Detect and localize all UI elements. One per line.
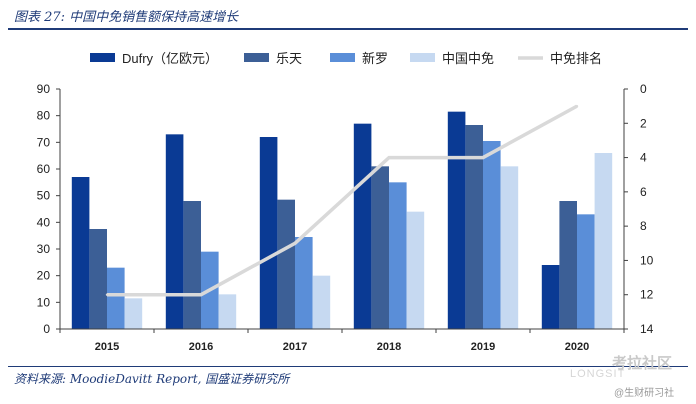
rank-point-2019 <box>481 156 485 159</box>
x-tick-label: 2016 <box>189 341 213 353</box>
left-tick-label: 10 <box>37 295 51 309</box>
rank-line-layer <box>105 104 579 297</box>
bar-series-2019 <box>465 125 483 329</box>
bar-series-2017 <box>277 199 295 329</box>
right-tick-label: 6 <box>640 185 647 199</box>
bar-series-2019 <box>483 141 501 329</box>
bar-series-2017 <box>295 237 313 329</box>
legend-swatch <box>410 53 435 62</box>
watermark-en: LONGSIT <box>570 368 626 380</box>
rank-line <box>107 104 578 297</box>
bar-series-2018 <box>371 166 389 329</box>
bar-dufry-2016 <box>165 134 184 329</box>
watermark-sub: @生财研习社 <box>614 388 675 399</box>
rank-point-2015 <box>105 293 109 296</box>
bottom-rule <box>8 366 688 367</box>
legend-label: Dufry（亿欧元） <box>122 51 218 66</box>
rank-point-2017 <box>293 242 297 245</box>
legend-label: 新罗 <box>362 51 388 66</box>
right-tick-label: 12 <box>640 288 654 302</box>
rank-point-2020 <box>575 104 579 108</box>
legend-swatch <box>244 53 269 62</box>
right-tick-label: 0 <box>640 82 647 96</box>
bar-series-2015 <box>89 229 107 329</box>
bar-dufry-2020 <box>541 265 560 329</box>
left-tick-label: 30 <box>37 242 51 256</box>
figure-title: 图表 27: 中国中免销售额保持高速增长 <box>14 10 239 25</box>
bars <box>71 111 613 330</box>
legend-label: 中免排名 <box>550 51 602 66</box>
legend-item: 乐天 <box>244 51 302 66</box>
x-tick-label: 2017 <box>283 341 307 353</box>
legend-swatch <box>330 53 355 62</box>
bar-series-2018 <box>389 182 407 329</box>
right-tick-label: 10 <box>640 253 654 267</box>
right-tick-label: 14 <box>640 322 654 336</box>
rank-point-2018 <box>387 156 391 159</box>
right-y-axis: 0 2 4 6 8 10 12 14 <box>623 82 654 336</box>
left-tick-label: 0 <box>43 322 50 336</box>
legend-item: 中免排名 <box>518 51 602 66</box>
bar-dufry-2015 <box>71 177 90 329</box>
x-axis: 2015 2016 2017 2018 2019 2020 <box>59 328 625 353</box>
bar-series-2018 <box>406 211 425 329</box>
bar-series-2020 <box>594 153 613 329</box>
x-tick-label: 2018 <box>377 341 401 353</box>
bar-dufry-2019 <box>447 111 466 330</box>
left-tick-label: 90 <box>37 82 51 96</box>
bar-dufry-2017 <box>259 137 278 329</box>
legend-swatch <box>90 53 115 62</box>
legend-label: 乐天 <box>276 51 302 66</box>
legend: Dufry（亿欧元） 乐天 新罗 中国中免 中免排名 <box>90 51 602 66</box>
x-tick-label: 2019 <box>471 341 495 353</box>
rank-point-2016 <box>199 293 203 296</box>
left-tick-label: 60 <box>37 162 51 176</box>
right-tick-label: 4 <box>640 151 647 165</box>
bar-dufry-2018 <box>353 123 372 330</box>
bar-series-2017 <box>312 275 331 329</box>
bar-series-2015 <box>124 298 143 329</box>
watermark-cn: 考拉社区 <box>612 355 673 372</box>
right-tick-label: 2 <box>640 116 647 130</box>
x-tick-label: 2015 <box>95 341 119 353</box>
left-tick-label: 50 <box>37 189 51 203</box>
legend-item: Dufry（亿欧元） <box>90 51 218 66</box>
bar-series-2020 <box>577 214 595 329</box>
bar-series-2019 <box>500 166 519 329</box>
source-note: 资料来源: MoodieDavitt Report, 国盛证券研究所 <box>14 372 290 386</box>
legend-item: 中国中免 <box>410 51 494 66</box>
left-tick-label: 40 <box>37 215 51 229</box>
left-tick-label: 80 <box>37 109 51 123</box>
bar-series-2020 <box>559 201 577 329</box>
right-tick-label: 8 <box>640 219 647 233</box>
x-tick-label: 2020 <box>565 341 589 353</box>
legend-item: 新罗 <box>330 51 388 66</box>
title-rule <box>8 28 688 30</box>
legend-label: 中国中免 <box>442 51 494 66</box>
chart: Dufry（亿欧元） 乐天 新罗 中国中免 中免排名 01020304050607080… <box>37 51 654 353</box>
left-tick-label: 20 <box>37 269 51 283</box>
bar-series-2015 <box>107 267 125 329</box>
bar-series-2016 <box>218 294 237 329</box>
left-y-axis: 0 10 20 30 40 50 60 70 80 90 <box>37 82 61 336</box>
left-tick-label: 70 <box>37 135 51 149</box>
bar-series-2016 <box>183 201 201 329</box>
